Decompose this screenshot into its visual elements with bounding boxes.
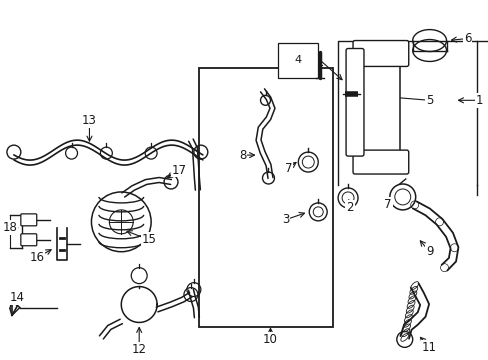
Text: 18: 18 (2, 221, 17, 234)
Bar (199, 68, 332, 328)
Bar (361, 53, 399, 152)
Text: 6: 6 (463, 32, 470, 45)
Text: 7: 7 (284, 162, 291, 175)
FancyBboxPatch shape (21, 234, 37, 246)
Text: 13: 13 (82, 114, 97, 127)
Text: 9: 9 (425, 245, 432, 258)
FancyBboxPatch shape (352, 150, 408, 174)
Text: 12: 12 (131, 343, 146, 356)
Text: 16: 16 (29, 251, 44, 264)
Text: 2: 2 (346, 201, 353, 215)
Bar (278, 42, 318, 78)
FancyBboxPatch shape (21, 214, 37, 226)
Text: 8: 8 (239, 149, 246, 162)
Text: 4: 4 (294, 55, 301, 66)
Text: 1: 1 (475, 94, 482, 107)
FancyBboxPatch shape (346, 49, 363, 156)
Text: 3: 3 (281, 213, 288, 226)
Text: 11: 11 (421, 341, 436, 354)
Text: 10: 10 (263, 333, 277, 346)
Text: 14: 14 (9, 291, 24, 304)
Text: 7: 7 (383, 198, 391, 211)
Text: 17: 17 (171, 163, 186, 176)
Text: 15: 15 (142, 233, 156, 246)
FancyBboxPatch shape (352, 41, 408, 67)
Text: 5: 5 (425, 94, 432, 107)
